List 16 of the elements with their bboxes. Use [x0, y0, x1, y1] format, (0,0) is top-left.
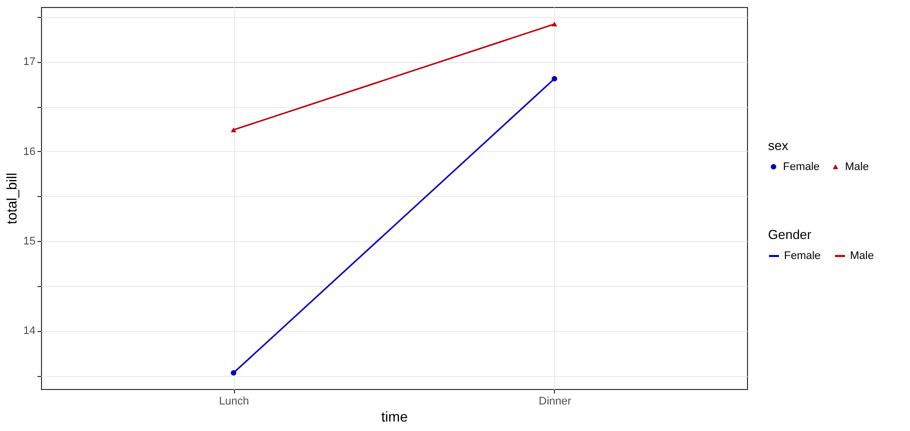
text: Female [784, 250, 821, 262]
x-tick-label: Dinner [538, 396, 572, 408]
y-tick-label: 17 [23, 56, 36, 68]
text: Gender [768, 227, 812, 242]
y-tick-label: 14 [23, 325, 36, 338]
point [552, 76, 558, 82]
point [230, 370, 236, 376]
legend-label: Male [845, 160, 869, 173]
y-tick-label: 15 [23, 236, 36, 248]
x-axis-title: time [381, 408, 408, 424]
text: sex [768, 138, 788, 153]
text: Male [850, 250, 874, 262]
x-tick-label: Lunch [219, 396, 250, 408]
y-axis-title: total_bill [3, 172, 20, 224]
legend-label: Female [783, 160, 820, 173]
y-tick-label: 16 [23, 146, 36, 158]
